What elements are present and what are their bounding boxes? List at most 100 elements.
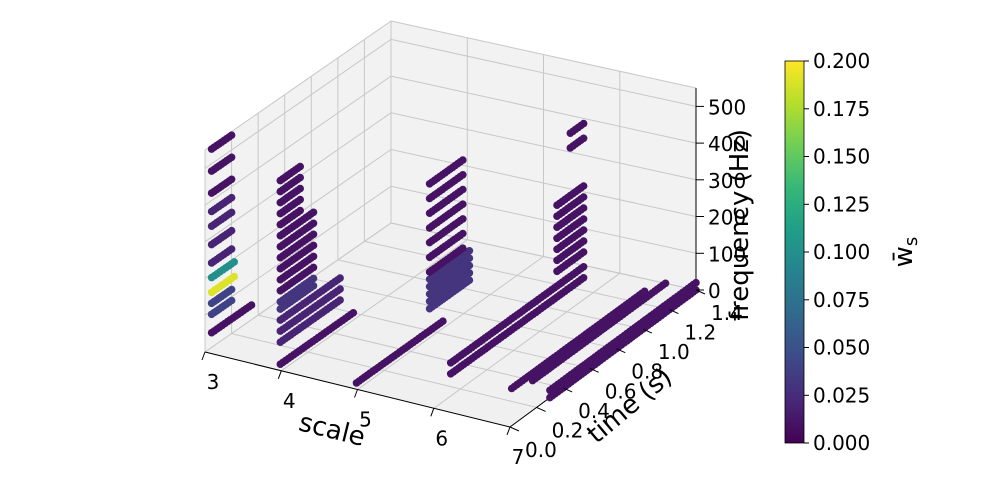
data-point [566, 129, 575, 137]
data-point [425, 253, 434, 262]
x-tick-label: 4 [283, 389, 296, 413]
data-point [276, 242, 285, 251]
data-point [207, 299, 216, 308]
colorbar-tick-label: 0.175 [813, 97, 870, 121]
colorbar-gradient [784, 60, 805, 444]
grid-line-x-floor [433, 272, 621, 409]
data-point [207, 273, 216, 282]
x-tick-label: 5 [359, 408, 372, 432]
y-tick-label: 1.0 [658, 340, 690, 364]
x-tick-mark [277, 370, 282, 379]
y-tick-mark [616, 348, 626, 354]
data-point [276, 264, 285, 273]
data-point [207, 328, 216, 337]
data-point [425, 275, 434, 284]
x-tick-label: 3 [207, 370, 220, 394]
data-point [425, 268, 434, 276]
z-tick-label: 500 [708, 95, 746, 119]
data-point [528, 376, 537, 385]
data-point [352, 379, 361, 387]
y-tick-mark [589, 367, 599, 373]
grid-line-y-floor [257, 314, 564, 389]
y-tick-label: 0.8 [631, 360, 663, 384]
x-tick-mark [506, 426, 511, 436]
grid-line-z-left [204, 20, 392, 151]
y-tick-mark [536, 406, 546, 412]
y-tick-label: 0.0 [525, 438, 557, 462]
z-tick-label: 100 [708, 242, 746, 266]
data-point [546, 393, 554, 402]
data-point [276, 187, 285, 196]
colorbar-ticks: 0.000 0.025 0.050 0.075 0.100 0.125 0.150 0.175… [804, 49, 870, 455]
tick-labels: 3 4 5 6 7 0.00.20.40.60.81.01.21.40 100 200 300 4… [201, 95, 746, 469]
grid-line-z-back [390, 75, 697, 144]
data-point [276, 275, 285, 284]
y-tick-label: 1.4 [711, 301, 743, 325]
grid-line-x-floor [357, 256, 544, 390]
grid-line-z-back [390, 20, 697, 89]
colorbar-tick-label: 0.200 [813, 49, 870, 73]
y-tick-mark [669, 309, 679, 315]
y-tick-mark [695, 289, 706, 295]
x-tick-label: 7 [512, 445, 525, 469]
data-point [425, 180, 434, 188]
data-point [276, 298, 285, 306]
x-tick-mark [430, 408, 435, 417]
z-tick-label: 0 [708, 279, 721, 303]
grid-line-z-back [390, 38, 697, 107]
data-point [446, 370, 455, 378]
data-points [207, 119, 700, 402]
data-point [276, 209, 285, 218]
data-point [276, 316, 285, 324]
data-point [276, 253, 285, 262]
data-point [276, 360, 285, 369]
z-tick-label: 200 [708, 206, 746, 230]
z-axis-title: frequency (Hz) [725, 129, 755, 321]
data-point [566, 144, 575, 152]
grid-line-z-left [204, 38, 392, 169]
data-point [425, 224, 434, 232]
data-point [276, 231, 285, 240]
grid-line-y-floor [311, 277, 617, 350]
data-point [553, 234, 561, 243]
x-tick-mark [354, 389, 358, 398]
data-point [207, 240, 216, 249]
colorbar-tick-label: 0.100 [813, 240, 870, 264]
grid-line-y-floor [337, 259, 644, 330]
grid-line-z-back [390, 149, 697, 217]
data-point [276, 220, 285, 229]
x-axis-title: scale [296, 408, 368, 453]
data-point [425, 194, 434, 203]
grid-line-z-back [390, 112, 697, 181]
grid-line-z-back [390, 185, 697, 254]
data-point [276, 198, 285, 207]
z-tick-label: 400 [708, 132, 746, 156]
data-point [425, 209, 434, 217]
data-point [207, 167, 216, 175]
y-tick-label: 1.2 [684, 321, 716, 345]
data-point [425, 290, 434, 298]
data-point [207, 310, 216, 319]
grid-line-x-floor [281, 239, 468, 372]
data-point [553, 256, 561, 265]
data-point [207, 207, 216, 216]
colorbar-tick-label: 0.000 [813, 431, 870, 455]
grid-line-z-left [204, 75, 392, 206]
colorbar-tick-label: 0.150 [813, 145, 870, 169]
colorbar-tick-label: 0.125 [813, 192, 870, 216]
data-point [553, 212, 561, 220]
colorbar: 0.000 0.025 0.050 0.075 0.100 0.125 0.150 0.175… [784, 49, 922, 455]
data-point [425, 238, 434, 247]
y-tick-mark [642, 328, 653, 334]
data-point [276, 176, 285, 185]
data-point [553, 223, 561, 231]
data-point [207, 288, 216, 297]
x-tick-mark [201, 351, 206, 361]
grid-line-z-left [204, 185, 392, 316]
colorbar-tick-label: 0.075 [813, 288, 870, 312]
data-point [207, 222, 216, 230]
grid-line-y-floor [364, 240, 670, 311]
grid-line-y-floor [231, 333, 537, 408]
y-tick-label: 0.6 [605, 379, 637, 403]
